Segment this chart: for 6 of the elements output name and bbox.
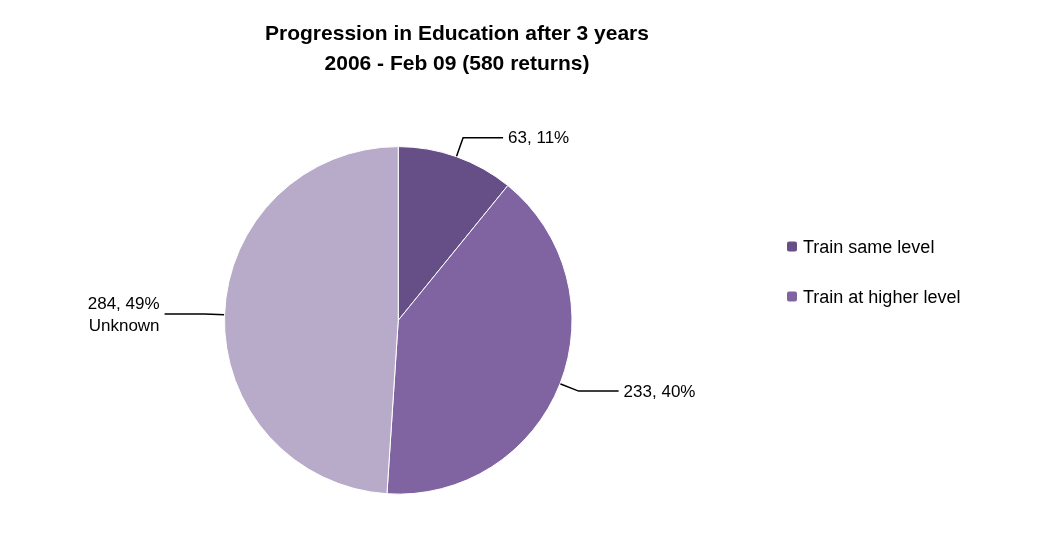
data-label: 63, 11%	[508, 128, 570, 148]
data-label: 284, 49% Unknown	[87, 293, 160, 335]
chart-title: Progression in Education after 3 years 2006 - Feb 09 (580 returns)	[265, 20, 649, 74]
legend-label: Train at higher level	[803, 286, 961, 307]
legend-label: Train same level	[803, 236, 935, 257]
data-label: 233, 40%	[623, 381, 696, 401]
